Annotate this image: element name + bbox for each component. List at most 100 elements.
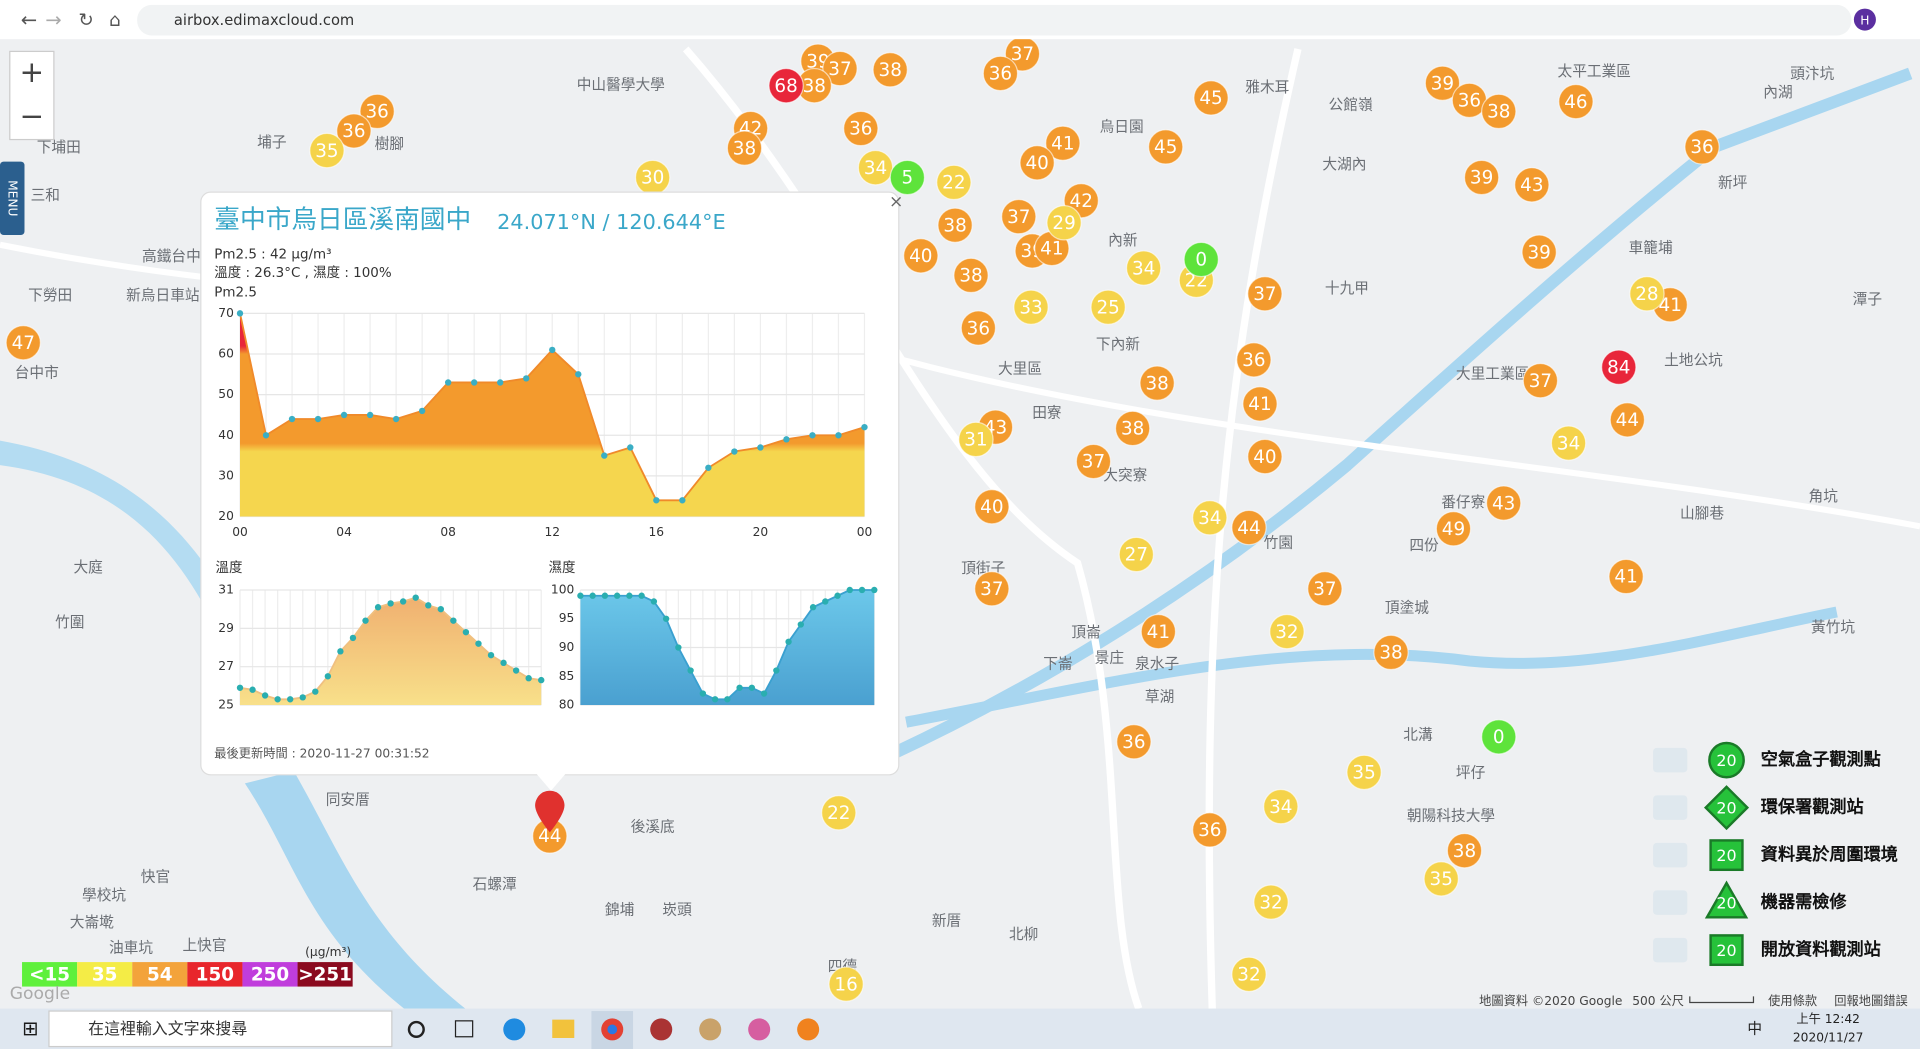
station-marker[interactable]: 38 — [726, 130, 763, 166]
station-marker[interactable]: 35 — [1346, 754, 1382, 791]
edge-icon[interactable] — [503, 1018, 526, 1041]
app-icon[interactable] — [699, 1018, 722, 1041]
station-marker[interactable]: 31 — [958, 421, 994, 458]
station-marker[interactable]: 28 — [1629, 276, 1665, 312]
station-marker[interactable]: 34 — [857, 149, 894, 186]
station-marker[interactable]: 38 — [872, 52, 908, 88]
station-marker[interactable]: 5 — [889, 159, 926, 196]
station-marker[interactable]: 43 — [1485, 485, 1522, 521]
station-marker[interactable]: 39 — [1521, 234, 1557, 270]
station-marker[interactable]: 36 — [1684, 129, 1720, 165]
station-marker[interactable]: 34 — [1192, 500, 1228, 536]
station-marker[interactable]: 36 — [982, 55, 1019, 92]
station-marker[interactable]: 36 — [1236, 342, 1272, 378]
station-marker[interactable]: 36 — [843, 110, 879, 147]
station-marker[interactable]: 37 — [1247, 276, 1283, 312]
station-marker[interactable]: 44 — [1609, 402, 1646, 438]
station-marker[interactable]: 37 — [822, 50, 858, 87]
station-marker[interactable]: 47 — [5, 324, 42, 361]
blender-icon[interactable] — [797, 1018, 820, 1041]
station-marker[interactable]: 34 — [1550, 425, 1587, 461]
station-marker[interactable]: 36 — [1192, 812, 1228, 848]
station-marker[interactable]: 46 — [1558, 83, 1594, 120]
station-marker[interactable]: 36 — [1116, 724, 1152, 760]
station-marker[interactable]: 36 — [960, 310, 997, 346]
station-marker[interactable]: 32 — [1253, 884, 1289, 920]
station-marker[interactable]: 41 — [1140, 613, 1177, 650]
app-icon[interactable] — [748, 1018, 771, 1041]
station-marker[interactable]: 38 — [1373, 634, 1409, 671]
station-marker[interactable]: 38 — [937, 207, 973, 243]
start-button[interactable]: ⊞ — [22, 1017, 38, 1040]
address-bar[interactable] — [137, 4, 1852, 36]
avatar[interactable] — [1853, 8, 1876, 31]
station-marker[interactable]: 25 — [1090, 289, 1126, 325]
station-marker[interactable]: 27 — [1118, 536, 1155, 573]
station-marker[interactable]: 22 — [821, 795, 857, 831]
station-marker[interactable]: 16 — [828, 966, 864, 1002]
station-marker[interactable]: 41 — [1242, 386, 1278, 422]
station-marker[interactable]: 45 — [1193, 80, 1229, 116]
station-marker[interactable]: 41 — [1045, 125, 1081, 161]
station-marker[interactable]: 40 — [974, 489, 1010, 525]
station-marker[interactable]: 38 — [1139, 365, 1175, 401]
station-marker[interactable]: 38 — [796, 67, 833, 104]
station-marker[interactable]: 35 — [1423, 861, 1459, 897]
cortana[interactable] — [407, 1020, 425, 1038]
station-marker[interactable]: 38 — [1446, 832, 1483, 869]
station-marker[interactable]: 43 — [1514, 167, 1550, 203]
app-icon[interactable] — [650, 1018, 673, 1041]
station-marker[interactable]: 0 — [1481, 719, 1517, 755]
station-marker[interactable]: 36 — [336, 113, 372, 149]
clock-date[interactable]: 2020/11/27 — [1793, 1030, 1864, 1044]
station-marker[interactable]: 44 — [1231, 509, 1267, 546]
station-marker[interactable]: 40 — [1247, 438, 1283, 475]
zoom-out[interactable]: − — [20, 99, 45, 133]
station-marker[interactable]: 37 — [1522, 362, 1559, 399]
station-marker[interactable]: 38 — [1114, 410, 1151, 447]
task-view[interactable] — [454, 1020, 474, 1038]
report-link[interactable]: 回報地圖錯誤 — [1834, 993, 1907, 1008]
forward-button[interactable]: → — [45, 8, 61, 31]
station-marker[interactable]: 40 — [1019, 145, 1055, 181]
station-marker[interactable]: 37 — [1075, 443, 1112, 480]
station-marker[interactable]: 35 — [309, 132, 345, 169]
station-marker[interactable]: 37 — [1001, 198, 1037, 235]
station-marker[interactable]: 37 — [974, 571, 1010, 607]
station-marker[interactable]: 34 — [1263, 788, 1299, 825]
station-marker[interactable]: 32 — [1269, 613, 1305, 650]
station-marker[interactable]: 29 — [1046, 205, 1082, 241]
station-marker[interactable]: 34 — [1125, 250, 1162, 286]
station-marker[interactable]: 68 — [768, 67, 804, 104]
clock-time[interactable]: 上午 12:42 — [1796, 1012, 1860, 1026]
station-marker[interactable]: 45 — [1147, 129, 1184, 165]
station-marker[interactable]: 37 — [1307, 571, 1343, 607]
menu-tab[interactable] — [0, 161, 25, 236]
station-marker[interactable]: 30 — [634, 159, 671, 196]
explorer-icon[interactable] — [552, 1019, 575, 1038]
station-marker[interactable]: 33 — [1013, 289, 1049, 325]
station-marker[interactable]: 84 — [1601, 349, 1637, 385]
marker-dot — [872, 52, 908, 88]
ime-indicator[interactable]: 中 — [1747, 1020, 1762, 1037]
close-button[interactable]: × — [889, 192, 903, 212]
search-box[interactable] — [48, 1010, 393, 1048]
station-marker[interactable]: 39 — [1463, 159, 1500, 196]
station-marker[interactable]: 40 — [903, 238, 939, 274]
reload-button[interactable]: ↻ — [78, 10, 93, 31]
station-marker[interactable]: 22 — [936, 164, 972, 201]
station-marker[interactable]: 38 — [953, 257, 989, 294]
station-marker[interactable]: 41 — [1608, 558, 1644, 595]
station-marker[interactable]: 36 — [359, 93, 395, 130]
zoom-in[interactable]: + — [20, 55, 45, 89]
station-marker[interactable]: 39 — [1424, 65, 1461, 101]
terms-link[interactable]: 使用條款 — [1768, 993, 1817, 1008]
back-button[interactable]: ← — [21, 8, 37, 31]
station-marker[interactable]: 0 — [1183, 241, 1219, 278]
home-button[interactable]: ⌂ — [109, 10, 121, 31]
station-marker[interactable]: 38 — [1481, 93, 1517, 130]
station-marker[interactable]: 49 — [1435, 511, 1472, 547]
station-marker[interactable]: 36 — [1451, 82, 1488, 119]
station-marker[interactable]: 44 — [532, 818, 568, 854]
station-marker[interactable]: 32 — [1231, 956, 1267, 993]
